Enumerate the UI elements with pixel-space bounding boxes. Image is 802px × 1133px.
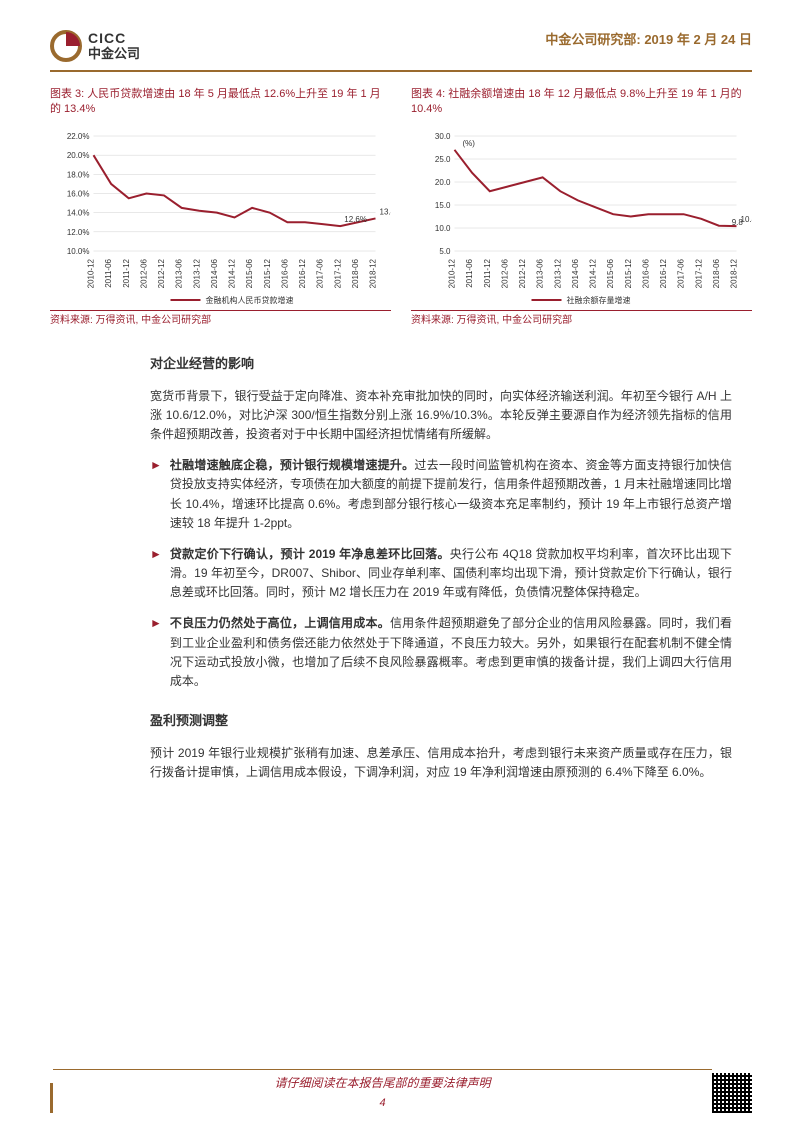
svg-text:2018-06: 2018-06 — [351, 258, 360, 288]
page-footer: 请仔细阅读在本报告尾部的重要法律声明 4 — [50, 1069, 752, 1113]
svg-text:2014-12: 2014-12 — [589, 258, 598, 288]
svg-text:2017-06: 2017-06 — [316, 258, 325, 288]
svg-text:10.0%: 10.0% — [67, 247, 90, 256]
bullet-item: ►社融增速触底企稳，预计银行规模增速提升。过去一段时间监管机构在资本、资金等方面… — [150, 456, 732, 533]
svg-text:2015-12: 2015-12 — [263, 258, 272, 288]
bullet-text: 不良压力仍然处于高位，上调信用成本。信用条件超预期避免了部分企业的信用风险暴露。… — [170, 614, 732, 691]
chart-3-source: 资料来源: 万得资讯, 中金公司研究部 — [50, 310, 391, 329]
svg-text:12.6%: 12.6% — [344, 215, 367, 224]
disclaimer: 请仔细阅读在本报告尾部的重要法律声明 — [53, 1074, 712, 1093]
page-header: CICC 中金公司 中金公司研究部: 2019 年 2 月 24 日 — [50, 30, 752, 72]
chart-3-block: 图表 3: 人民币贷款增速由 18 年 5 月最低点 12.6%上升至 19 年… — [50, 87, 391, 329]
svg-text:14.0%: 14.0% — [67, 208, 90, 217]
chart-4: 5.010.015.020.025.030.0(%)9.810.42010-12… — [411, 126, 752, 306]
bullet-item: ►不良压力仍然处于高位，上调信用成本。信用条件超预期避免了部分企业的信用风险暴露… — [150, 614, 732, 691]
svg-text:2010-12: 2010-12 — [448, 258, 457, 288]
svg-text:15.0: 15.0 — [435, 201, 451, 210]
bullet-text: 社融增速触底企稳，预计银行规模增速提升。过去一段时间监管机构在资本、资金等方面支… — [170, 456, 732, 533]
svg-text:2018-12: 2018-12 — [369, 258, 378, 288]
svg-text:10.4: 10.4 — [741, 215, 753, 224]
svg-text:2016-06: 2016-06 — [280, 258, 289, 288]
svg-text:2012-06: 2012-06 — [500, 258, 509, 288]
svg-text:2014-06: 2014-06 — [210, 258, 219, 288]
svg-text:20.0: 20.0 — [435, 178, 451, 187]
logo-icon — [50, 30, 82, 62]
page-number: 4 — [53, 1095, 712, 1113]
qr-code-icon — [712, 1073, 752, 1113]
section-1-title: 对企业经营的影响 — [150, 354, 732, 375]
svg-text:2016-06: 2016-06 — [641, 258, 650, 288]
dept-label: 中金公司研究部: — [545, 32, 640, 47]
svg-text:2016-12: 2016-12 — [298, 258, 307, 288]
header-right: 中金公司研究部: 2019 年 2 月 24 日 — [545, 30, 752, 51]
svg-text:22.0%: 22.0% — [67, 132, 90, 141]
svg-text:13.4%: 13.4% — [380, 207, 392, 216]
svg-text:2013-06: 2013-06 — [175, 258, 184, 288]
svg-text:金融机构人民币贷款增速: 金融机构人民币贷款增速 — [206, 295, 294, 305]
svg-text:5.0: 5.0 — [439, 247, 451, 256]
svg-text:2017-06: 2017-06 — [677, 258, 686, 288]
svg-text:2012-06: 2012-06 — [139, 258, 148, 288]
svg-text:10.0: 10.0 — [435, 224, 451, 233]
section-2-para: 预计 2019 年银行业规模扩张稍有加速、息差承压、信用成本抬升，考虑到银行未来… — [150, 744, 732, 782]
svg-text:12.0%: 12.0% — [67, 228, 90, 237]
svg-text:社融余额存量增速: 社融余额存量增速 — [567, 295, 631, 305]
svg-text:2011-06: 2011-06 — [465, 258, 474, 287]
svg-text:2018-06: 2018-06 — [712, 258, 721, 288]
chart-4-title: 图表 4: 社融余额增速由 18 年 12 月最低点 9.8%上升至 19 年 … — [411, 87, 752, 118]
chart-4-source: 资料来源: 万得资讯, 中金公司研究部 — [411, 310, 752, 329]
svg-text:2017-12: 2017-12 — [333, 258, 342, 288]
svg-text:30.0: 30.0 — [435, 132, 451, 141]
logo-text-en: CICC — [88, 31, 140, 46]
chart-4-block: 图表 4: 社融余额增速由 18 年 12 月最低点 9.8%上升至 19 年 … — [411, 87, 752, 329]
svg-text:20.0%: 20.0% — [67, 151, 90, 160]
svg-text:2018-12: 2018-12 — [730, 258, 739, 288]
svg-text:18.0%: 18.0% — [67, 170, 90, 179]
bullet-text: 贷款定价下行确认，预计 2019 年净息差环比回落。央行公布 4Q18 贷款加权… — [170, 545, 732, 603]
svg-text:2015-12: 2015-12 — [624, 258, 633, 288]
svg-text:2015-06: 2015-06 — [245, 258, 254, 288]
svg-text:2013-06: 2013-06 — [536, 258, 545, 288]
svg-text:2012-12: 2012-12 — [157, 258, 166, 288]
svg-text:2016-12: 2016-12 — [659, 258, 668, 288]
svg-text:2014-12: 2014-12 — [228, 258, 237, 288]
svg-text:2011-12: 2011-12 — [483, 258, 492, 287]
svg-text:2010-12: 2010-12 — [87, 258, 96, 288]
bullet-item: ►贷款定价下行确认，预计 2019 年净息差环比回落。央行公布 4Q18 贷款加… — [150, 545, 732, 603]
chart-3-title: 图表 3: 人民币贷款增速由 18 年 5 月最低点 12.6%上升至 19 年… — [50, 87, 391, 118]
svg-text:2013-12: 2013-12 — [553, 258, 562, 288]
svg-text:2012-12: 2012-12 — [518, 258, 527, 288]
chart-3: 10.0% 12.0% 14.0% 16.0% 18.0% 20.0% 22.0% 12.6%… — [50, 126, 391, 306]
svg-text:25.0: 25.0 — [435, 155, 451, 164]
svg-text:2013-12: 2013-12 — [192, 258, 201, 288]
bullet-marker-icon: ► — [150, 545, 162, 603]
bullet-marker-icon: ► — [150, 614, 162, 691]
svg-text:16.0%: 16.0% — [67, 189, 90, 198]
svg-text:2011-12: 2011-12 — [122, 258, 131, 287]
logo: CICC 中金公司 — [50, 30, 140, 62]
svg-text:2014-06: 2014-06 — [571, 258, 580, 288]
bullet-marker-icon: ► — [150, 456, 162, 533]
svg-text:2017-12: 2017-12 — [694, 258, 703, 288]
svg-text:2011-06: 2011-06 — [104, 258, 113, 287]
report-date: 2019 年 2 月 24 日 — [644, 32, 752, 47]
svg-text:(%): (%) — [463, 139, 476, 148]
svg-text:2015-06: 2015-06 — [606, 258, 615, 288]
section-1-para: 宽货币背景下，银行受益于定向降准、资本补充审批加快的同时，向实体经济输送利润。年… — [150, 387, 732, 445]
section-2-title: 盈利预测调整 — [150, 711, 732, 732]
logo-text-cn: 中金公司 — [88, 47, 140, 61]
